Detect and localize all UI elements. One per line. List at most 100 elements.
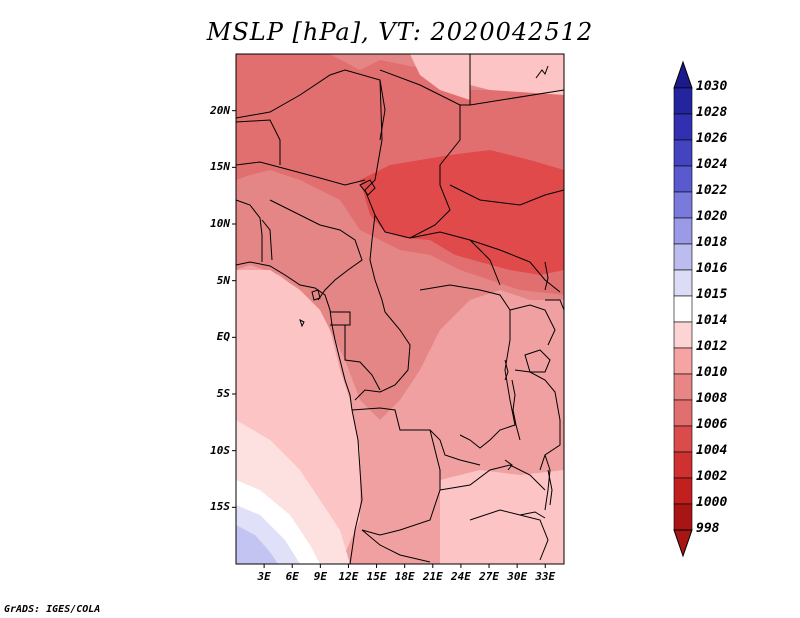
lon-label: 12E <box>338 570 359 583</box>
colorbar-label: 1028 <box>696 105 728 120</box>
colorbar-label: 998 <box>696 521 720 536</box>
lon-label: 24E <box>450 570 471 583</box>
colorbar-bottom-arrow <box>673 529 693 558</box>
border-angola-zambia <box>361 429 441 536</box>
border-uganda <box>509 304 556 346</box>
border-malawi <box>544 454 551 511</box>
colorbar-swatch <box>673 217 693 245</box>
colorbar-label: 1015 <box>696 287 728 302</box>
border-kenya <box>545 299 565 311</box>
border-tanzania <box>514 369 561 471</box>
lat-label: 5S <box>216 387 230 400</box>
lake-tanganyika <box>511 379 521 441</box>
lake-turkana <box>544 261 549 291</box>
colorbar-label: 1000 <box>696 495 728 510</box>
border-ghana-togo <box>261 219 273 261</box>
field-1016 <box>236 525 278 564</box>
lon-label: 3E <box>257 570 271 583</box>
colorbar-swatch <box>673 477 693 505</box>
colorbar-swatch <box>673 113 693 141</box>
colorbar-label: 1012 <box>696 339 728 354</box>
colorbar-label: 1014 <box>696 313 728 328</box>
lake-victoria <box>524 349 551 373</box>
lon-label: 27E <box>479 570 499 583</box>
colorbar-swatch <box>673 269 693 297</box>
border-niger-nigeria <box>235 161 366 186</box>
border-libya-niger <box>344 69 386 141</box>
lon-label: 6E <box>285 570 299 583</box>
border-cameroon-car <box>369 214 386 313</box>
colorbar-swatch <box>673 165 693 193</box>
border-drc-east <box>419 284 516 449</box>
colorbar-swatch <box>673 503 693 531</box>
field-1011-se <box>440 470 564 564</box>
colorbar-label: 1020 <box>696 209 728 224</box>
border-zambia <box>439 464 546 491</box>
coastline-west-africa <box>235 261 353 411</box>
lake-kivu <box>504 359 509 381</box>
border-angola <box>349 409 363 565</box>
colorbar-label: 1002 <box>696 469 728 484</box>
field-1004 <box>360 150 564 275</box>
plot-title: MSLP [hPa], VT: 2020042512 <box>206 18 594 46</box>
lon-label: 15E <box>366 570 387 583</box>
colorbar-swatch <box>673 451 693 479</box>
map-frame <box>235 53 565 565</box>
lat-label: 5N <box>216 273 230 287</box>
colorbar-swatch <box>673 425 693 453</box>
colorbar-label: 1026 <box>696 131 728 146</box>
border-gabon <box>330 311 381 391</box>
egypt-red-sea-coast <box>535 65 549 79</box>
axis-ticks <box>232 110 546 568</box>
colorbar-swatch <box>673 295 693 323</box>
border-zimbabwe <box>469 509 549 561</box>
colorbar-swatch <box>673 321 693 349</box>
colorbar-swatch <box>673 243 693 271</box>
border-sudan-ethiopia <box>449 184 565 206</box>
field-1011-north <box>410 54 470 100</box>
colorbar-label: 1018 <box>696 235 728 250</box>
country-borders <box>235 54 565 565</box>
colorbar-label: 1024 <box>696 157 728 172</box>
bioko-island <box>311 289 321 301</box>
lon-label: 21E <box>422 570 443 583</box>
colorbar-label: 1010 <box>696 365 728 380</box>
colorbar-swatch <box>673 347 693 375</box>
colorbar-swatch <box>673 373 693 401</box>
zambezi-lakes <box>519 511 546 519</box>
lon-label: 18E <box>394 570 415 583</box>
border-nigeria-cameroon <box>269 199 363 301</box>
colorbar-swatch <box>673 191 693 219</box>
lat-label: EQ <box>216 330 230 344</box>
border-algeria-niger <box>235 69 346 119</box>
kariba <box>504 459 513 471</box>
border-drc-south <box>351 407 481 466</box>
footer-credit: GrADS: IGES/COLA <box>4 604 101 615</box>
colorbar-label: 1022 <box>696 183 728 198</box>
colorbar-swatch <box>673 87 693 115</box>
lon-label: 30E <box>507 570 528 583</box>
sao-tome-island <box>299 319 305 328</box>
colorbar-label: 1004 <box>696 443 728 458</box>
colorbar-label: 1006 <box>696 417 728 432</box>
lat-label: 15N <box>210 160 230 174</box>
lon-label: 33E <box>535 570 556 583</box>
colorbar-label: 1008 <box>696 391 728 406</box>
lat-label: 20N <box>210 103 230 117</box>
lat-label: 10S <box>210 443 230 457</box>
border-congo-drc <box>354 311 411 401</box>
colorbar <box>673 60 693 558</box>
border-namibia <box>361 529 431 563</box>
border-south-sudan <box>469 239 561 293</box>
lake-chad <box>359 179 376 196</box>
lake-malawi <box>547 469 553 506</box>
colorbar-swatch <box>673 139 693 167</box>
colorbar-swatch <box>673 399 693 427</box>
lon-label: 9E <box>313 570 327 583</box>
colorbar-label: 1016 <box>696 261 728 276</box>
lat-label: 10N <box>210 217 230 230</box>
border-mali <box>235 119 281 165</box>
colorbar-top-arrow <box>673 60 693 89</box>
lat-label: 15S <box>210 500 230 514</box>
